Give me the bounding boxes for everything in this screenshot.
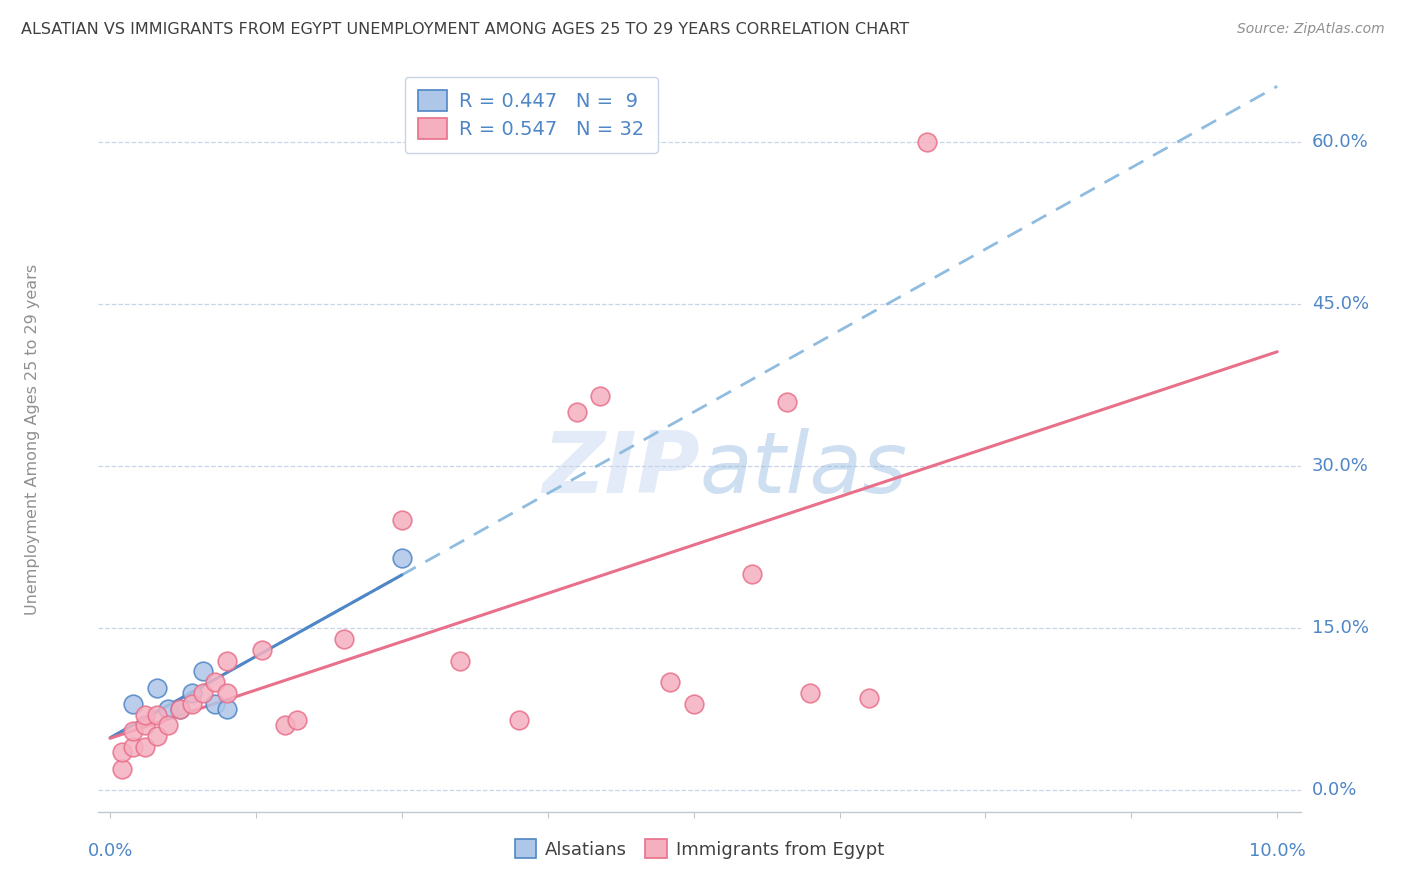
Point bbox=[169, 702, 191, 716]
Text: 15.0%: 15.0% bbox=[1312, 619, 1368, 637]
Point bbox=[565, 405, 588, 419]
Point bbox=[776, 394, 799, 409]
Point bbox=[146, 681, 169, 695]
Text: 60.0%: 60.0% bbox=[1312, 134, 1368, 152]
Point bbox=[391, 513, 413, 527]
Point bbox=[122, 739, 145, 754]
Text: 45.0%: 45.0% bbox=[1312, 295, 1369, 313]
Point bbox=[285, 713, 308, 727]
Point bbox=[180, 686, 202, 700]
Point bbox=[122, 697, 145, 711]
Point bbox=[659, 675, 682, 690]
Text: ZIP: ZIP bbox=[541, 427, 699, 510]
Point bbox=[204, 697, 226, 711]
Point bbox=[250, 642, 273, 657]
Point bbox=[122, 723, 145, 738]
Text: ALSATIAN VS IMMIGRANTS FROM EGYPT UNEMPLOYMENT AMONG AGES 25 TO 29 YEARS CORRELA: ALSATIAN VS IMMIGRANTS FROM EGYPT UNEMPL… bbox=[21, 22, 910, 37]
Point bbox=[391, 551, 413, 566]
Point bbox=[157, 702, 180, 716]
Point bbox=[274, 718, 297, 732]
Point bbox=[508, 713, 530, 727]
Point bbox=[193, 686, 215, 700]
Point bbox=[589, 389, 612, 403]
Text: Source: ZipAtlas.com: Source: ZipAtlas.com bbox=[1237, 22, 1385, 37]
Point bbox=[332, 632, 354, 646]
Point bbox=[146, 707, 169, 722]
Point bbox=[134, 739, 156, 754]
Point bbox=[215, 702, 238, 716]
Point bbox=[799, 686, 821, 700]
Point bbox=[134, 718, 156, 732]
Text: 30.0%: 30.0% bbox=[1312, 458, 1368, 475]
Point bbox=[215, 654, 238, 668]
Point bbox=[741, 567, 763, 582]
Point bbox=[157, 718, 180, 732]
Text: 0.0%: 0.0% bbox=[87, 842, 132, 860]
Point bbox=[111, 762, 134, 776]
Text: 10.0%: 10.0% bbox=[1249, 842, 1306, 860]
Point bbox=[915, 136, 938, 150]
Point bbox=[180, 697, 202, 711]
Point bbox=[146, 729, 169, 743]
Point bbox=[449, 654, 471, 668]
Point bbox=[111, 745, 134, 759]
Text: 0.0%: 0.0% bbox=[1312, 781, 1357, 799]
Point bbox=[215, 686, 238, 700]
Legend: Alsatians, Immigrants from Egypt: Alsatians, Immigrants from Egypt bbox=[508, 832, 891, 866]
Text: Unemployment Among Ages 25 to 29 years: Unemployment Among Ages 25 to 29 years bbox=[25, 264, 39, 615]
Point bbox=[134, 707, 156, 722]
Point bbox=[193, 665, 215, 679]
Text: atlas: atlas bbox=[699, 427, 907, 510]
Point bbox=[204, 675, 226, 690]
Point bbox=[169, 702, 191, 716]
Point bbox=[858, 691, 880, 706]
Point bbox=[682, 697, 704, 711]
